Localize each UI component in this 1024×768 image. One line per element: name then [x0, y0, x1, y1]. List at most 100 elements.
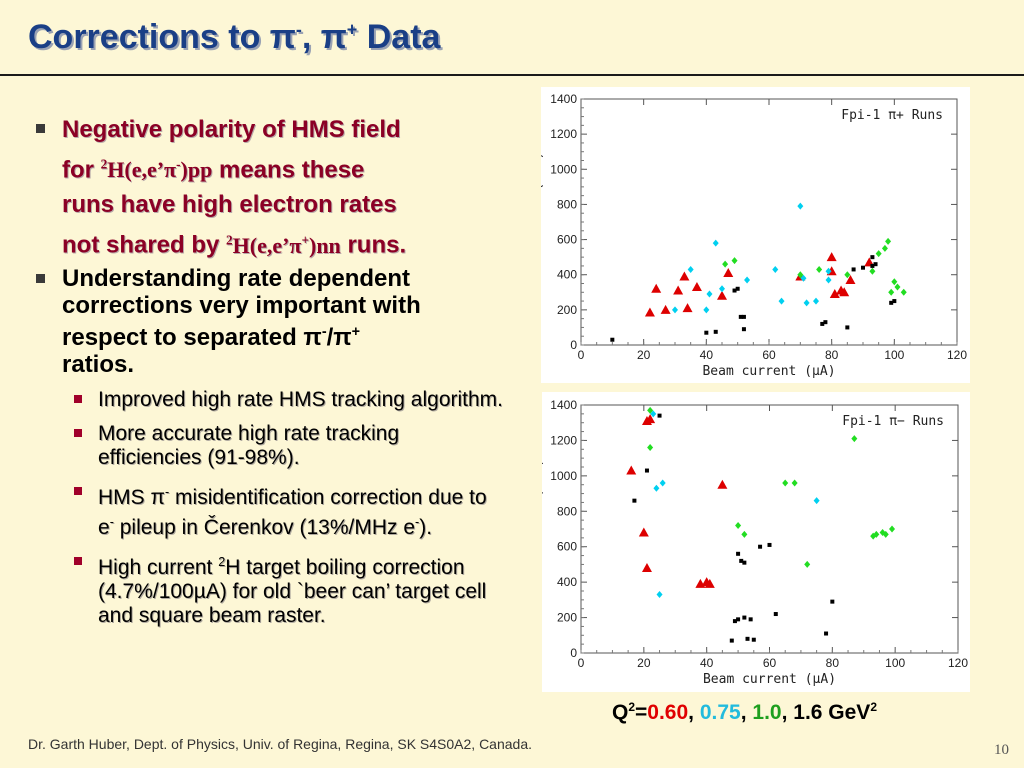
data-point: [732, 288, 737, 293]
sub-bullet-boiling: High current 2H target boiling correctio…: [62, 550, 506, 628]
data-point: [804, 560, 811, 568]
data-point: [741, 327, 746, 332]
data-point: [722, 260, 729, 268]
data-point: [732, 619, 737, 624]
data-point: [892, 299, 897, 304]
data-point: [820, 321, 825, 326]
data-point: [751, 637, 756, 642]
x-tick-label: 0: [578, 656, 585, 670]
data-point: [731, 257, 738, 265]
data-point: [791, 479, 798, 487]
data-point: [824, 631, 829, 636]
y-tick-label: 400: [557, 575, 577, 589]
data-point: [610, 337, 615, 342]
sub-bullet-efficiency: More accurate high rate tracking efficie…: [62, 422, 506, 470]
plot-frame: [580, 98, 958, 346]
data-point: [626, 465, 637, 475]
data-point: [735, 521, 742, 529]
data-point: [891, 278, 898, 286]
data-point: [638, 527, 649, 537]
sub-bullet-tracking: Improved high rate HMS tracking algorith…: [62, 388, 506, 412]
data-point: [745, 636, 750, 641]
data-point: [888, 288, 895, 296]
data-point: [900, 288, 907, 296]
data-point: [889, 300, 894, 305]
y-axis-label: HMS S1X Rate (kHz): [542, 459, 545, 600]
y-tick-label: 1400: [550, 398, 577, 412]
y-tick-label: 800: [557, 197, 577, 211]
data-point: [748, 617, 753, 622]
sub-bullet-misid: HMS π- misidentification correction due …: [62, 480, 506, 540]
data-point: [870, 255, 875, 260]
data-point: [767, 542, 772, 547]
x-tick-label: 40: [700, 656, 714, 670]
data-point: [706, 290, 713, 298]
data-point: [712, 239, 719, 247]
data-point: [703, 306, 710, 314]
x-tick-label: 80: [826, 656, 840, 670]
y-tick-label: 1000: [550, 469, 577, 483]
chart-piminus-svg: 0 20 40 60 80 100 1200200400600800100012001400…: [542, 398, 968, 687]
x-tick-label: 40: [700, 348, 714, 362]
y-tick-label: 400: [557, 268, 577, 282]
data-point: [739, 558, 744, 563]
x-tick-label: 60: [763, 656, 777, 670]
data-point: [778, 297, 785, 305]
data-point: [813, 297, 819, 305]
data-point: [773, 612, 778, 617]
data-point: [717, 290, 727, 300]
data-point: [813, 497, 820, 505]
x-tick-label: 60: [762, 348, 776, 362]
data-point: [844, 271, 851, 279]
x-tick-label: 100: [884, 348, 904, 362]
data-point: [742, 615, 747, 620]
data-point: [845, 274, 856, 284]
chart-piplus: 0 20 40 60 80 100 120 0 200 400 600 800 1000 1200 1400…: [541, 87, 970, 383]
data-point: [870, 532, 877, 540]
bullet-square-icon: [36, 273, 45, 283]
data-point: [691, 282, 702, 292]
x-tick-label: 80: [825, 348, 839, 362]
data-point: [673, 285, 684, 295]
data-point: [741, 314, 746, 319]
bullet-list: Negative polarity of HMS field for 2H(e,…: [36, 112, 506, 628]
x-tick-label: 120: [947, 348, 967, 362]
data-point: [800, 274, 807, 282]
data-point: [839, 287, 850, 297]
bullet-square-icon: [74, 394, 82, 403]
q2-legend: Q2=0.60, 0.75, 1.0, 1.6 GeV2: [612, 700, 878, 724]
data-point: [825, 267, 832, 275]
data-point: [741, 530, 748, 538]
title-divider: [0, 74, 1024, 76]
data-point: [851, 435, 858, 443]
data-point: [870, 263, 875, 268]
x-tick-label: 20: [637, 348, 651, 362]
q2-value-160: 1.6 GeV: [793, 701, 871, 724]
data-point: [687, 265, 694, 273]
data-point: [816, 265, 823, 273]
data-point: [797, 202, 804, 210]
data-point: [885, 237, 892, 245]
chart-title: Fpi-1 π+ Runs: [841, 108, 943, 123]
x-tick-label: 0: [578, 348, 585, 362]
data-point: [657, 413, 662, 418]
data-point: [825, 276, 832, 284]
data-point: [744, 276, 751, 284]
bullet-square-icon: [74, 428, 82, 437]
y-tick-label: 1400: [550, 92, 577, 106]
x-tick-label: 20: [637, 656, 651, 670]
y-tick-label: 200: [557, 611, 577, 625]
bullet-square-icon: [74, 556, 82, 565]
q2-value-075: 0.75: [699, 701, 741, 724]
y-tick-label: 1200: [550, 127, 577, 141]
data-point: [656, 591, 663, 599]
data-point: [723, 267, 734, 277]
data-point: [647, 406, 654, 414]
q2-value-100: 1.0: [752, 701, 782, 724]
chart-title: Fpi-1 π− Runs: [842, 414, 944, 429]
data-point: [632, 498, 637, 503]
data-point: [682, 303, 693, 313]
data-point: [758, 544, 763, 549]
data-point: [641, 562, 652, 572]
x-axis-label: Beam current (µA): [702, 364, 835, 379]
